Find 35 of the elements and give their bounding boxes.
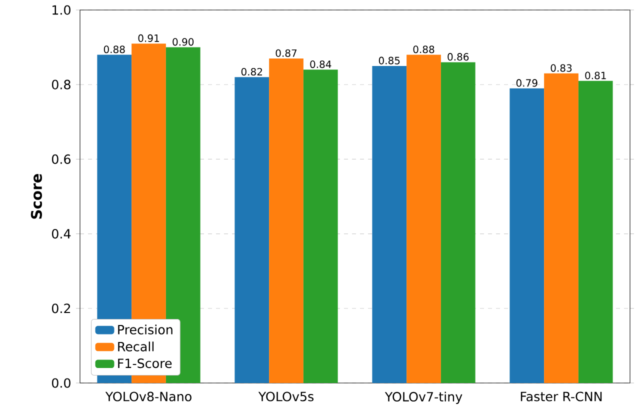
y-tick-label: 0.0 (52, 378, 70, 388)
legend-label: F1-Score (118, 358, 172, 368)
data-label: 0.81 (585, 72, 606, 80)
bar (406, 54, 441, 383)
data-label: 0.79 (516, 79, 538, 87)
data-label: 0.87 (276, 49, 297, 57)
y-tick-label: 0.2 (52, 304, 70, 314)
y-axis-title: Score (30, 174, 42, 219)
data-label: 0.84 (310, 60, 332, 68)
data-label: 0.82 (241, 68, 262, 76)
y-tick-label: 0.8 (52, 80, 70, 90)
bar (303, 70, 338, 383)
data-label: 0.88 (413, 46, 434, 54)
bar (269, 58, 304, 383)
legend-label: Recall (118, 342, 154, 352)
x-tick-label: YOLOv5s (258, 392, 314, 402)
y-tick-label: 1.0 (52, 5, 70, 15)
data-label: 0.85 (378, 56, 400, 64)
bar (440, 62, 476, 383)
bar (372, 66, 407, 383)
y-tick-label: 0.6 (52, 154, 70, 164)
data-label: 0.91 (138, 34, 159, 42)
bar (510, 88, 544, 383)
bar (544, 73, 578, 383)
data-label: 0.90 (172, 38, 194, 46)
x-tick-label: YOLOv8-Nano (105, 392, 192, 402)
data-label: 0.83 (550, 64, 572, 72)
y-tick-label: 0.4 (52, 229, 71, 239)
x-tick-label: YOLOv7-tiny (384, 392, 462, 404)
x-tick-label: Faster R-CNN (520, 392, 602, 402)
data-label: 0.86 (448, 53, 469, 61)
data-label: 0.88 (104, 46, 125, 54)
bar (578, 80, 613, 383)
legend-label: Precision (118, 324, 172, 334)
bar (234, 77, 270, 383)
